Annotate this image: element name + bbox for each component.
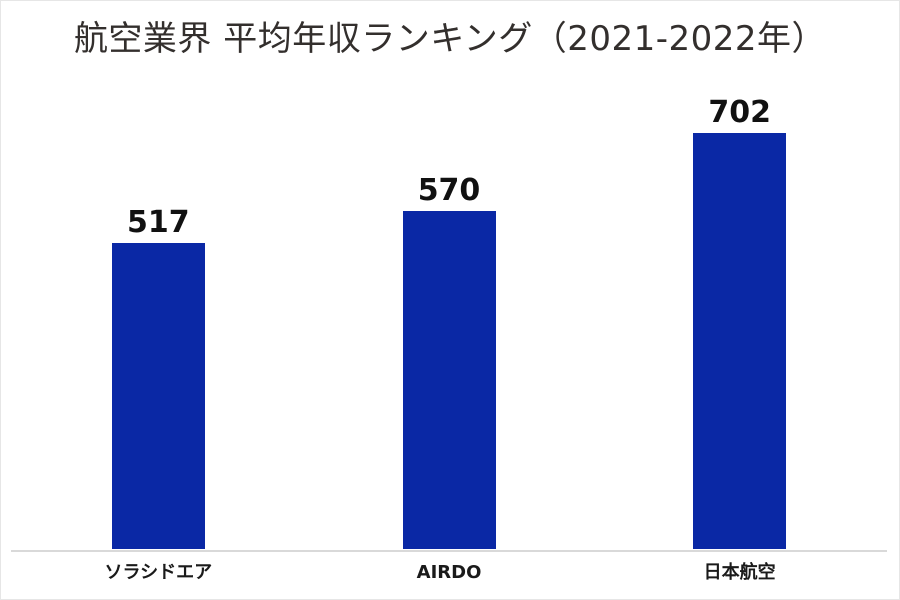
bar-group: 702 (594, 71, 885, 549)
bar-value-label: 702 (708, 95, 771, 130)
x-axis-line (11, 550, 887, 552)
category-label: ソラシドエア (104, 562, 213, 583)
category-label: 日本航空 (703, 562, 776, 583)
category-labels: ソラシドエア AIRDO 日本航空 (13, 561, 885, 584)
plot-area: 517 570 702 (13, 71, 885, 549)
bar-group: 570 (304, 71, 595, 549)
chart-title: 航空業界 平均年収ランキング（2021-2022年） (73, 19, 827, 59)
bar-group: 517 (13, 71, 304, 549)
bar-japan-airlines (693, 133, 787, 549)
bar-airdo (402, 211, 496, 549)
bar-solaseed-air (111, 243, 205, 549)
bar-value-label: 517 (127, 205, 190, 240)
category-label: AIRDO (416, 562, 482, 583)
bar-value-label: 570 (417, 173, 481, 208)
